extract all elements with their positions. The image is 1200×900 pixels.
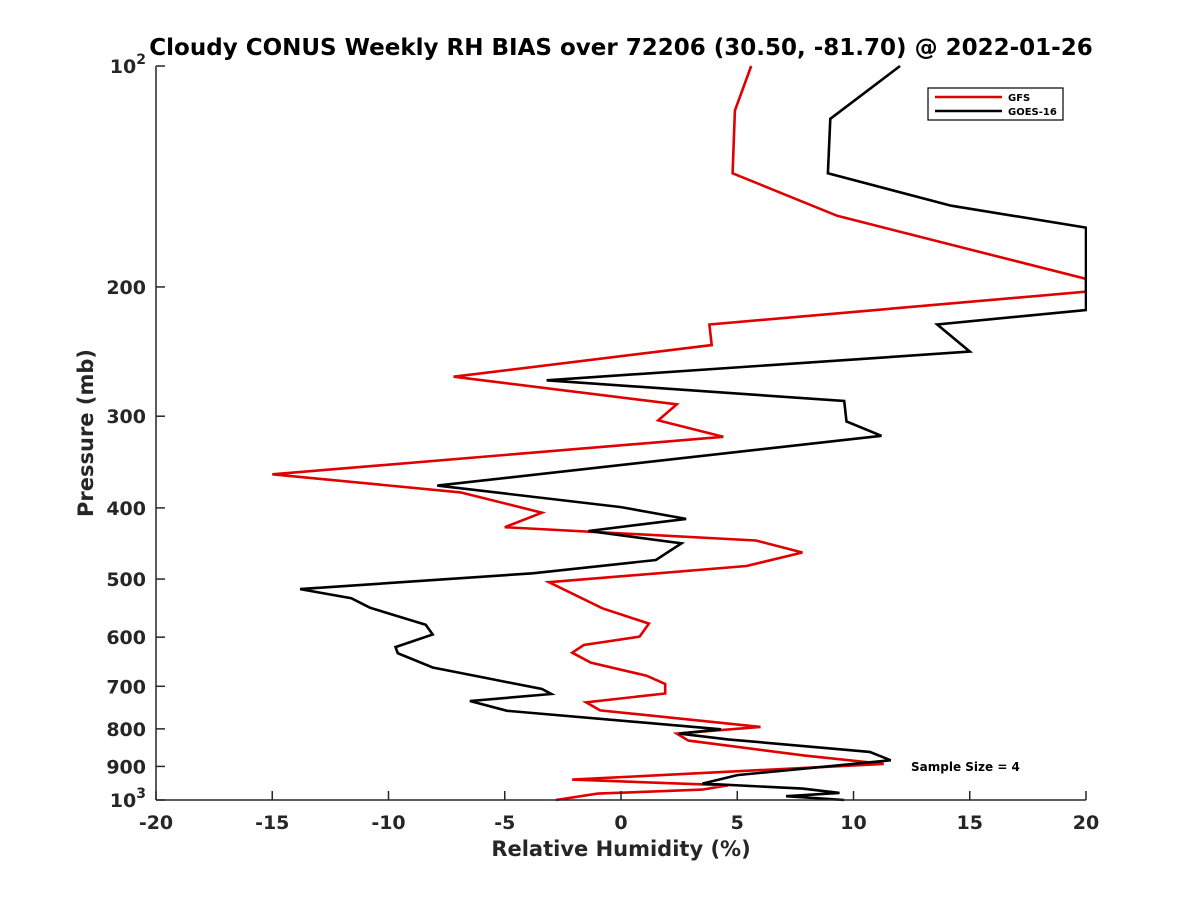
y-tick-label: 800 [106, 719, 146, 741]
y-axis-label: Pressure (mb) [74, 349, 98, 517]
chart-title: Cloudy CONUS Weekly RH BIAS over 72206 (… [149, 35, 1092, 61]
legend-label-gfs: GFS [1008, 93, 1030, 104]
x-tick-label: 20 [1073, 812, 1099, 834]
legend-label-goes16: GOES-16 [1008, 107, 1057, 118]
y-tick-label-base: 700 [106, 676, 146, 698]
x-tick-label: 0 [614, 812, 627, 834]
y-tick-label-base: 400 [106, 498, 146, 520]
y-tick-label: 400 [106, 498, 146, 520]
y-tick-label-exponent: 2 [136, 52, 146, 68]
y-tick-label: 900 [106, 756, 146, 778]
y-tick-label: 300 [106, 406, 146, 428]
y-tick-label-base: 200 [106, 277, 146, 299]
x-tick-label: 5 [731, 812, 744, 834]
x-tick-label: -10 [371, 812, 405, 834]
plot-area: -20 -15 -10 -5 0 5 10 15 20 10220030040050060070… [106, 52, 1099, 834]
y-tick-label: 200 [106, 277, 146, 299]
y-tick-label-base: 300 [106, 406, 146, 428]
series-layer [272, 64, 1087, 802]
y-tick-label: 102 [110, 52, 146, 78]
plot-background [156, 66, 1086, 800]
legend-box [927, 87, 1064, 121]
y-tick-label-base: 900 [106, 756, 146, 778]
y-tick-label-exponent: 3 [136, 786, 146, 802]
x-tick-label: -15 [255, 812, 289, 834]
x-axis-label: Relative Humidity (%) [491, 837, 750, 861]
x-tick-label: -20 [139, 812, 173, 834]
y-tick-label: 600 [106, 627, 146, 649]
y-tick-label: 700 [106, 676, 146, 698]
sample-size-annotation: Sample Size = 4 [911, 760, 1020, 774]
series-line-gfs [272, 65, 1087, 802]
x-tick-label: 10 [840, 812, 866, 834]
y-tick-label: 500 [106, 569, 146, 591]
x-tick-label: -5 [494, 812, 515, 834]
legend: GFS GOES-16 [927, 87, 1064, 121]
y-tick-label-base: 800 [106, 719, 146, 741]
y-tick-label-base: 10 [110, 56, 136, 78]
y-tick-label-base: 500 [106, 569, 146, 591]
y-tick-label: 103 [110, 786, 146, 812]
y-tick-label-base: 600 [106, 627, 146, 649]
x-axis-ticks: -20 -15 -10 -5 0 5 10 15 20 [139, 791, 1099, 834]
series-line-goes-16 [299, 64, 1087, 802]
x-tick-label: 15 [957, 812, 983, 834]
y-tick-label-base: 10 [110, 790, 136, 812]
